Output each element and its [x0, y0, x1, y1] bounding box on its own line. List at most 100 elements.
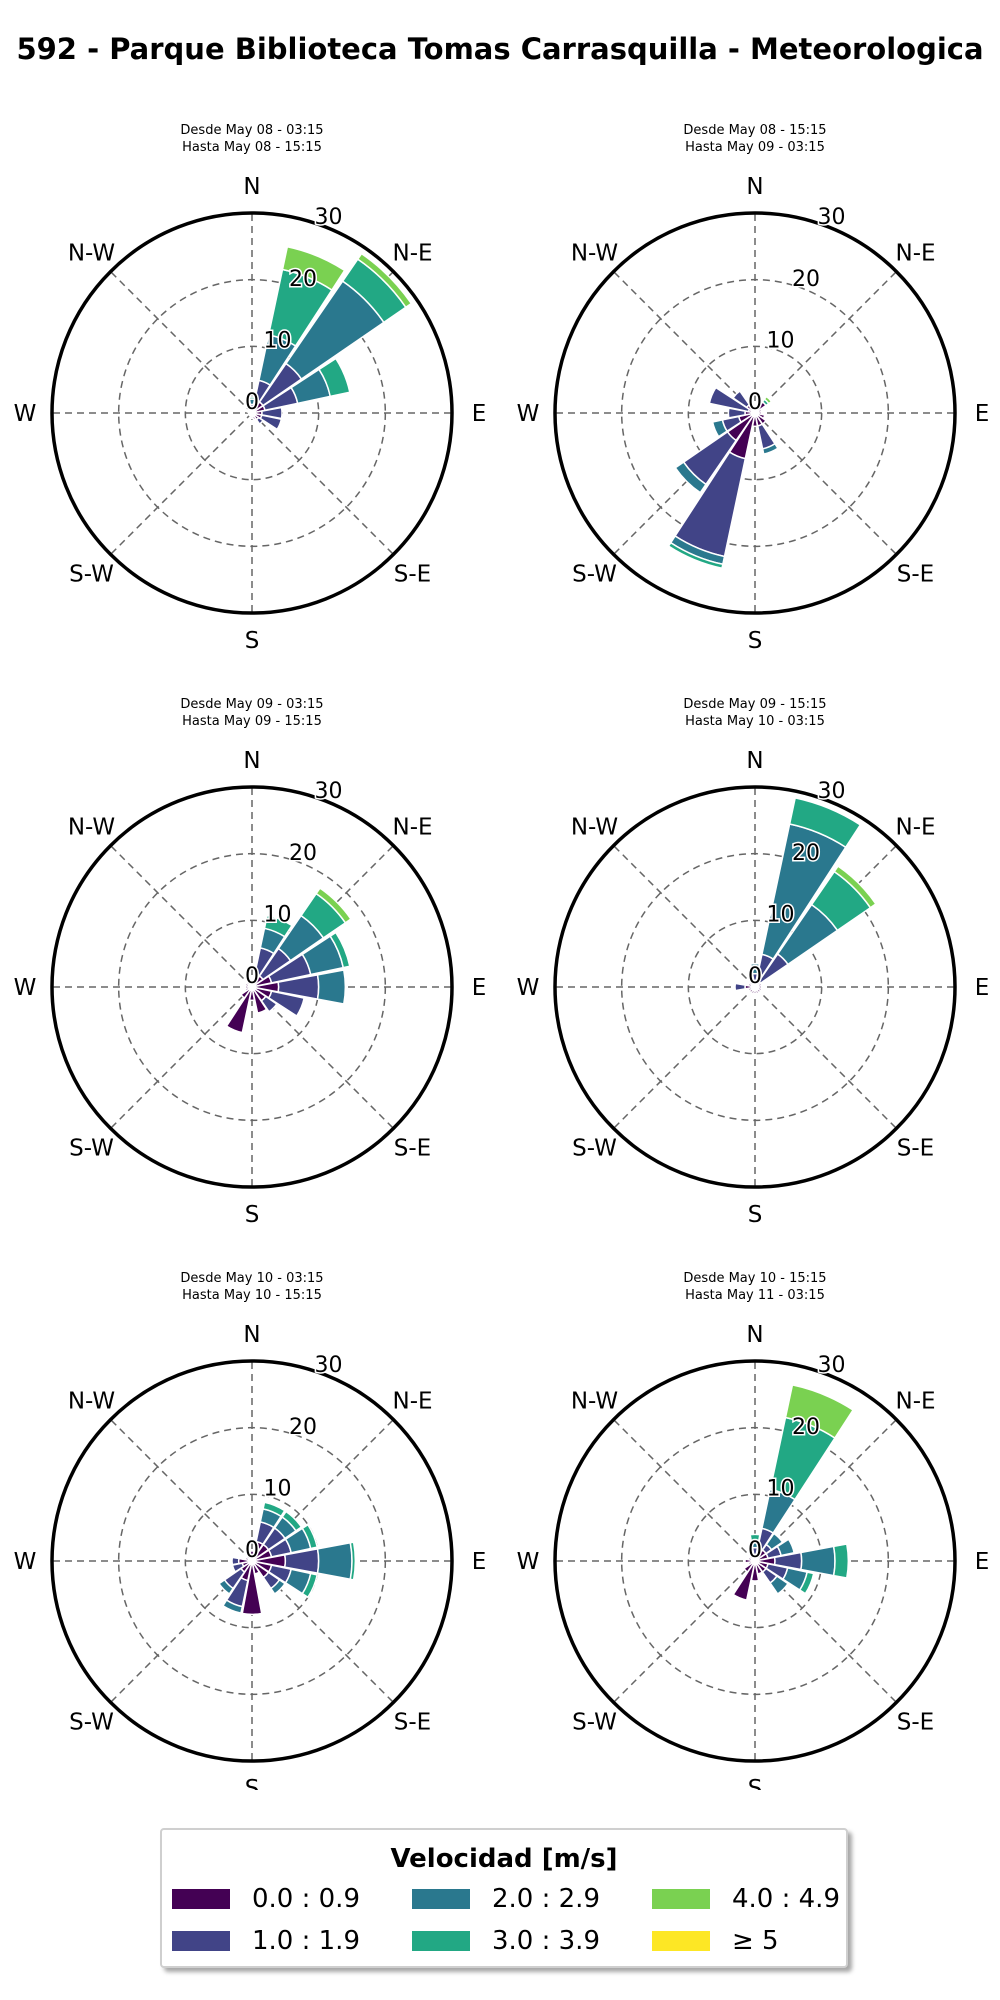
- windrose-bar: [734, 982, 747, 992]
- grid-spoke: [110, 412, 253, 555]
- legend-label: 0.0 : 0.9: [252, 1884, 360, 1914]
- legend-item-speed-2: 2.0 : 2.9: [412, 1884, 600, 1914]
- direction-label: S-E: [897, 1710, 934, 1736]
- radial-tick-label: 10: [264, 1476, 292, 1501]
- radial-tick-label: 0: [245, 390, 259, 415]
- direction-label: E: [975, 401, 990, 427]
- legend-label: 2.0 : 2.9: [492, 1884, 600, 1914]
- radial-tick-label: 20: [289, 267, 317, 292]
- grid-spoke: [251, 412, 394, 555]
- windrose-bar: [262, 1501, 286, 1518]
- windrose-bar: [231, 1556, 240, 1566]
- direction-label: N-W: [68, 1388, 115, 1414]
- windrose-bar: [318, 357, 351, 398]
- legend-item-speed-1: 1.0 : 1.9: [172, 1926, 360, 1956]
- windrose-bar: [225, 986, 253, 1034]
- windrose-bar: [833, 865, 877, 909]
- grid-spoke: [110, 986, 253, 1129]
- windrose-bar: [241, 1560, 263, 1616]
- windrose-bar: [708, 386, 751, 413]
- radial-tick-label: 0: [245, 964, 259, 989]
- direction-label: N-E: [895, 240, 935, 266]
- windrose-bar: [769, 1575, 790, 1596]
- grid-spoke: [110, 271, 253, 414]
- direction-label: E: [472, 975, 487, 1001]
- legend-swatch: [652, 1931, 710, 1951]
- windrose-bar: [263, 914, 293, 938]
- legend-label: 3.0 : 3.9: [492, 1926, 600, 1956]
- windrose-bar: [765, 1532, 784, 1551]
- outer-circle: [553, 211, 957, 615]
- windrose-bar: [750, 979, 756, 988]
- windrose-bar: [251, 986, 268, 1014]
- legend-swatch: [412, 1931, 470, 1951]
- direction-label: N-W: [571, 240, 618, 266]
- windrose-bar: [761, 442, 779, 455]
- direction-label: S-E: [394, 1710, 431, 1736]
- radial-tick-label: 20: [289, 841, 317, 866]
- windrose-bar: [667, 541, 724, 570]
- direction-label: S-E: [394, 1136, 431, 1162]
- chart-subtitle: Hasta May 10 - 03:15: [685, 714, 825, 729]
- direction-label: W: [14, 1549, 37, 1575]
- windrose-bar: [356, 252, 413, 309]
- windrose-bar: [281, 1510, 303, 1532]
- outer-circle: [50, 785, 454, 1189]
- direction-label: N-E: [895, 1388, 935, 1414]
- direction-label: N: [746, 748, 763, 774]
- direction-label: S: [748, 1776, 763, 1790]
- windrose-bar: [239, 986, 253, 1000]
- grid-spoke: [613, 271, 756, 414]
- direction-label: N-W: [571, 814, 618, 840]
- windrose-bar: [301, 1523, 319, 1550]
- grid-spoke: [613, 1419, 756, 1562]
- windrose-bar: [301, 1572, 319, 1599]
- grid-spoke: [110, 1560, 253, 1703]
- legend-label: 4.0 : 4.9: [732, 1884, 840, 1914]
- radial-tick-label: 0: [748, 390, 762, 415]
- legend-label: ≥ 5: [732, 1926, 779, 1956]
- direction-label: E: [472, 401, 487, 427]
- windrose-bar: [315, 887, 352, 924]
- outer-circle: [553, 785, 957, 1189]
- windrose-bar: [281, 245, 346, 292]
- direction-label: N-W: [571, 1388, 618, 1414]
- radial-tick-label: 20: [792, 841, 820, 866]
- direction-label: S: [245, 1202, 260, 1228]
- grid-spoke: [754, 412, 897, 555]
- radial-tick-label: 30: [818, 779, 846, 804]
- outer-circle: [50, 211, 454, 615]
- grid-spoke: [754, 1419, 897, 1562]
- direction-label: W: [517, 401, 540, 427]
- direction-label: N: [243, 1322, 260, 1348]
- windrose-bar: [316, 969, 347, 1005]
- direction-label: S-E: [897, 562, 934, 588]
- windrose-bar: [732, 1560, 756, 1602]
- radial-tick-label: 20: [792, 1415, 820, 1440]
- radial-tick-label: 10: [767, 902, 795, 927]
- chart-subtitle: Desde May 08 - 15:15: [683, 123, 826, 138]
- radial-tick-label: 20: [792, 267, 820, 292]
- legend-title: Velocidad [m/s]: [390, 1844, 618, 1874]
- windrose-bar: [746, 399, 755, 409]
- radial-tick-label: 0: [245, 1538, 259, 1563]
- direction-label: N: [243, 748, 260, 774]
- grid-spoke: [754, 1560, 897, 1703]
- direction-label: E: [472, 1549, 487, 1575]
- windrose-bar: [744, 1558, 756, 1564]
- outer-circle: [553, 1359, 957, 1763]
- grid-spoke: [110, 1419, 253, 1562]
- direction-label: S-W: [572, 1136, 617, 1162]
- direction-label: N: [746, 1322, 763, 1348]
- direction-label: W: [517, 975, 540, 1001]
- windrose-bar: [776, 1538, 796, 1557]
- windrose-bar: [674, 461, 707, 494]
- windrose-bar: [763, 395, 773, 405]
- legend-swatch: [652, 1889, 710, 1909]
- radial-tick-label: 10: [264, 328, 292, 353]
- windrose-bar: [329, 931, 351, 969]
- radial-tick-label: 30: [818, 1353, 846, 1378]
- legend-item-speed-5: ≥ 5: [652, 1926, 779, 1956]
- grid-spoke: [613, 1560, 756, 1703]
- direction-label: S: [245, 628, 260, 654]
